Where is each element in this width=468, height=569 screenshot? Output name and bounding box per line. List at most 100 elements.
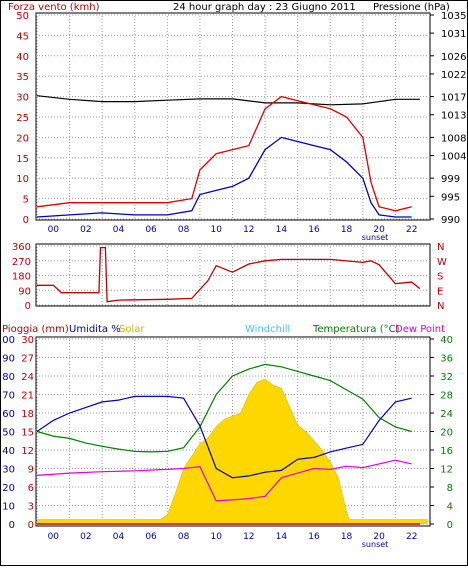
pressure-axis-label: Pressione (hPa)	[373, 2, 450, 13]
temperature-line	[36, 363, 412, 453]
rain-tick-label: 24	[21, 372, 34, 383]
pressure-tick-label: 1035	[441, 11, 466, 22]
humidity-tick-label: 0	[9, 520, 15, 531]
axis-labels-layer: 0510152025303540455099099599910041008101…	[0, 11, 466, 549]
x-tick-label: 02	[80, 225, 91, 235]
wind-tick-label: 10	[16, 174, 29, 185]
temperature-tick-label: 12	[440, 465, 453, 476]
dewpoint-line	[36, 459, 412, 502]
temperature-tick-label: 24	[440, 409, 453, 420]
humidity-tick-label: 10	[2, 502, 15, 513]
x-tick-label: 04	[113, 225, 125, 235]
rain-tick-label: 15	[21, 428, 34, 439]
direction-compass-label: N	[437, 301, 444, 312]
humidity-tick-label: 40	[2, 446, 15, 457]
pressure-tick-label: 990	[441, 215, 460, 226]
legend-windchill: Windchill	[245, 324, 290, 335]
sunset-label: sunset	[362, 540, 389, 549]
pressure-tick-label: 1008	[441, 133, 466, 144]
rain-tick-label: 21	[21, 391, 34, 402]
wind-panel	[35, 12, 431, 221]
rain-tick-label: 6	[28, 483, 34, 494]
graph-title: 24 hour graph day : 23 Giugno 2011	[173, 2, 356, 13]
direction-compass-label: W	[437, 257, 447, 268]
pressure-tick-label: 995	[441, 192, 460, 203]
series-layer	[36, 95, 421, 525]
pressure-line	[36, 95, 420, 106]
x-tick-label: 06	[145, 532, 157, 542]
humidity-line	[36, 395, 412, 479]
legend-humidity: Umidita %	[69, 324, 121, 335]
wind-gust-line	[36, 95, 412, 212]
sunset-label: sunset	[362, 233, 389, 242]
x-tick-label: 02	[80, 532, 91, 542]
x-tick-label: 20	[373, 225, 385, 235]
grid-layer	[36, 13, 430, 525]
temperature-tick-label: 20	[440, 428, 453, 439]
x-tick-label: 16	[308, 225, 320, 235]
temperature-tick-label: 4	[447, 502, 453, 513]
humidity-tick-label: 80	[2, 372, 15, 383]
humidity-tick-label: 60	[2, 409, 15, 420]
x-tick-label: 22	[406, 225, 417, 235]
solar-area	[142, 378, 351, 525]
temperature-tick-label: 0	[447, 520, 453, 531]
direction-tick-label: 180	[12, 272, 31, 283]
wind-average-line	[36, 136, 412, 218]
x-tick-label: 16	[308, 532, 320, 542]
humidity-tick-label: 100	[1, 335, 15, 346]
x-tick-label: 04	[113, 532, 125, 542]
x-tick-label: 10	[210, 532, 222, 542]
rain-tick-label: 30	[21, 335, 34, 346]
temperature-tick-label: 28	[440, 391, 453, 402]
direction-compass-label: S	[437, 272, 443, 283]
direction-tick-label: 90	[18, 286, 31, 297]
humidity-tick-label: 50	[2, 428, 15, 439]
solar-fill-layer	[37, 378, 428, 525]
wind-direction-line	[37, 246, 421, 303]
rain-tick-label: 3	[28, 502, 34, 513]
direction-compass-label: N	[437, 242, 444, 253]
wind-tick-label: 45	[16, 31, 29, 42]
x-tick-label: 22	[406, 532, 417, 542]
legend-solar: Solar	[119, 324, 145, 335]
x-tick-label: 18	[341, 225, 353, 235]
temperature-tick-label: 36	[440, 354, 453, 365]
wind-tick-label: 50	[16, 11, 29, 22]
legend-rain: Pioggia (mm)	[2, 324, 69, 335]
rain-tick-label: 0	[28, 520, 34, 531]
x-tick-label: 12	[243, 225, 254, 235]
humidity-tick-label: 90	[2, 354, 15, 365]
temperature-tick-label: 32	[440, 372, 453, 383]
x-tick-label: 14	[276, 225, 288, 235]
x-tick-label: 08	[178, 225, 190, 235]
pressure-tick-label: 1013	[441, 111, 466, 122]
x-tick-label: 20	[373, 532, 385, 542]
x-tick-label: 18	[341, 532, 353, 542]
wind-axis-label: Forza vento (kmh)	[8, 2, 100, 13]
pressure-tick-label: 1022	[441, 70, 466, 81]
legend-dewpoint: Dew Point	[395, 324, 445, 335]
wind-tick-label: 40	[16, 52, 29, 63]
pressure-tick-label: 1004	[441, 152, 466, 163]
wind-tick-label: 20	[16, 133, 29, 144]
wind-tick-label: 0	[23, 215, 29, 226]
x-tick-label: 14	[276, 532, 288, 542]
direction-compass-label: E	[437, 286, 443, 297]
x-tick-label: 10	[210, 225, 222, 235]
wind-tick-label: 5	[23, 195, 29, 206]
wind-tick-label: 25	[16, 113, 29, 124]
x-tick-label: 08	[178, 532, 190, 542]
direction-tick-label: 360	[12, 242, 31, 253]
pressure-tick-label: 1026	[441, 52, 466, 63]
direction-tick-label: 270	[12, 257, 31, 268]
temperature-tick-label: 16	[440, 446, 453, 457]
wind-tick-label: 30	[16, 93, 29, 104]
x-tick-label: 12	[243, 532, 254, 542]
x-tick-label: 06	[145, 225, 157, 235]
wind-tick-label: 35	[16, 72, 29, 83]
humidity-tick-label: 20	[2, 483, 15, 494]
rain-tick-label: 12	[21, 446, 34, 457]
